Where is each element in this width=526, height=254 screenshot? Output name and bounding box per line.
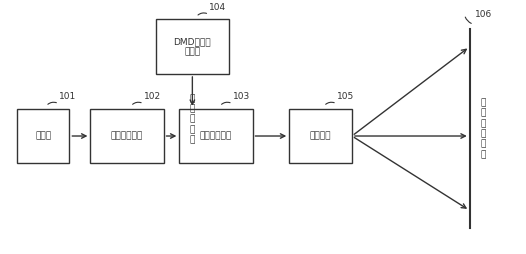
- Text: 光束处理单元: 光束处理单元: [111, 132, 143, 140]
- FancyBboxPatch shape: [90, 109, 164, 163]
- Text: 数字微镜芯片: 数字微镜芯片: [200, 132, 232, 140]
- FancyBboxPatch shape: [17, 109, 69, 163]
- Text: 103: 103: [232, 92, 250, 101]
- FancyBboxPatch shape: [179, 109, 252, 163]
- Text: 投影镜头: 投影镜头: [310, 132, 331, 140]
- Text: 待
显
示
画
面: 待 显 示 画 面: [190, 94, 195, 145]
- Text: 激光器: 激光器: [35, 132, 52, 140]
- Text: 105: 105: [337, 92, 354, 101]
- Text: 101: 101: [59, 92, 76, 101]
- FancyBboxPatch shape: [289, 109, 352, 163]
- Text: 102: 102: [144, 92, 161, 101]
- Text: DMD图像处
理单元: DMD图像处 理单元: [174, 37, 211, 56]
- FancyBboxPatch shape: [156, 19, 229, 74]
- Text: 激
光
投
影
屏
幕: 激 光 投 影 屏 幕: [480, 98, 485, 159]
- Text: 104: 104: [209, 3, 226, 12]
- Text: 106: 106: [475, 10, 492, 19]
